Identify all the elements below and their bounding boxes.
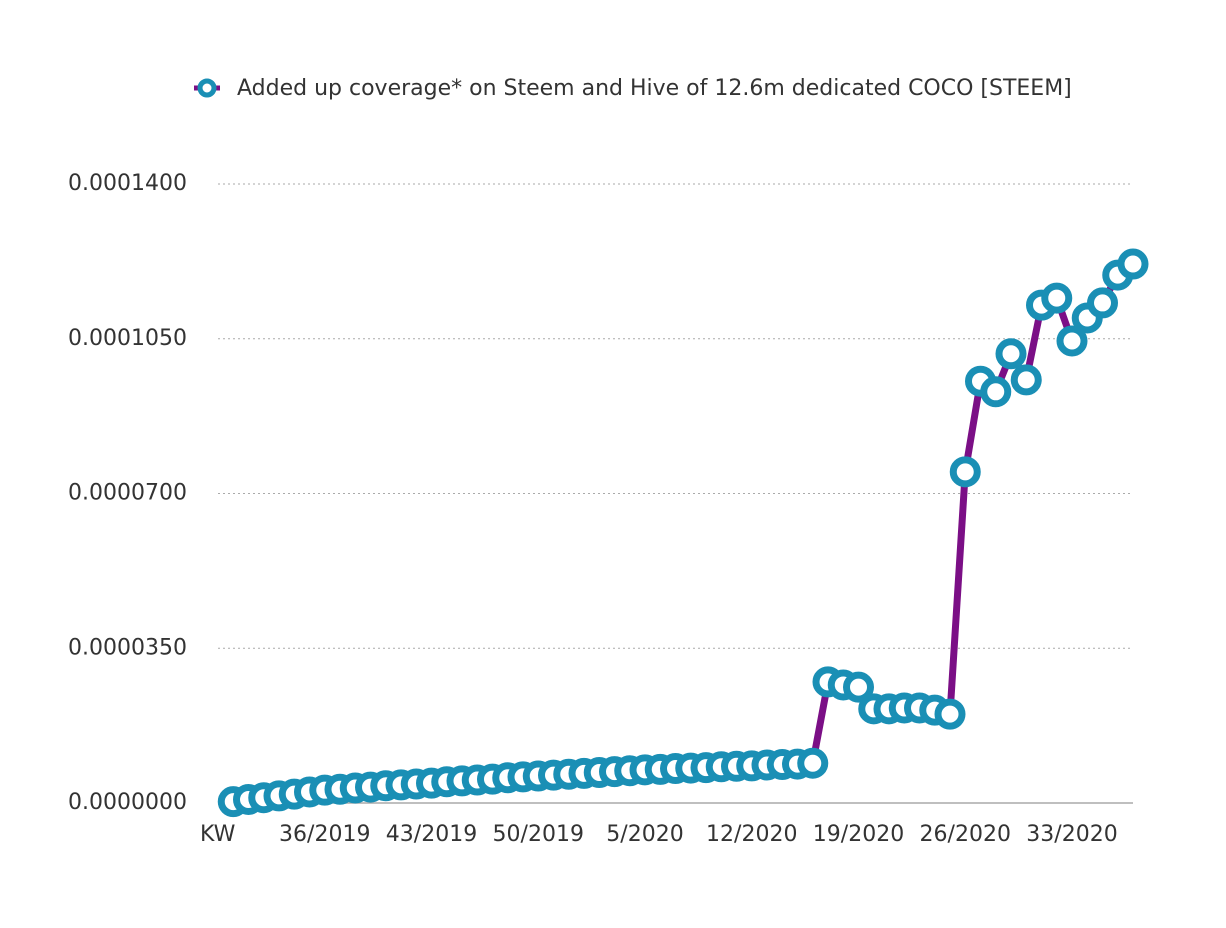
y-tick-label: 0.0000350 xyxy=(68,635,187,660)
y-tick-label: 0.0000700 xyxy=(68,481,187,506)
marker xyxy=(934,698,966,730)
marker xyxy=(1010,364,1042,396)
marker xyxy=(949,456,981,488)
marker xyxy=(1087,287,1118,319)
marker xyxy=(1041,282,1073,314)
legend-marker xyxy=(197,78,217,98)
marker xyxy=(995,338,1027,370)
marker xyxy=(980,376,1012,408)
marker xyxy=(797,747,829,779)
marker xyxy=(1117,248,1149,280)
marker xyxy=(843,671,874,703)
y-tick-label: 0.0001400 xyxy=(68,171,187,196)
x-tick-label: 5/2020 xyxy=(606,822,683,847)
x-tick-label: 50/2019 xyxy=(493,822,584,847)
x-tick-label: 36/2019 xyxy=(279,822,370,847)
x-tick-label: KW xyxy=(200,822,236,847)
x-tick-label: 26/2020 xyxy=(920,822,1011,847)
x-tick-label: 19/2020 xyxy=(813,822,904,847)
x-tick-label: 33/2020 xyxy=(1026,822,1117,847)
y-tick-label: 0.0000000 xyxy=(68,790,187,815)
x-tick-label: 43/2019 xyxy=(386,822,477,847)
marker xyxy=(1056,325,1088,357)
legend-label: Added up coverage* on Steem and Hive of … xyxy=(237,76,1072,101)
x-tick-label: 12/2020 xyxy=(706,822,797,847)
y-tick-label: 0.0001050 xyxy=(68,326,187,351)
line xyxy=(232,261,1136,806)
